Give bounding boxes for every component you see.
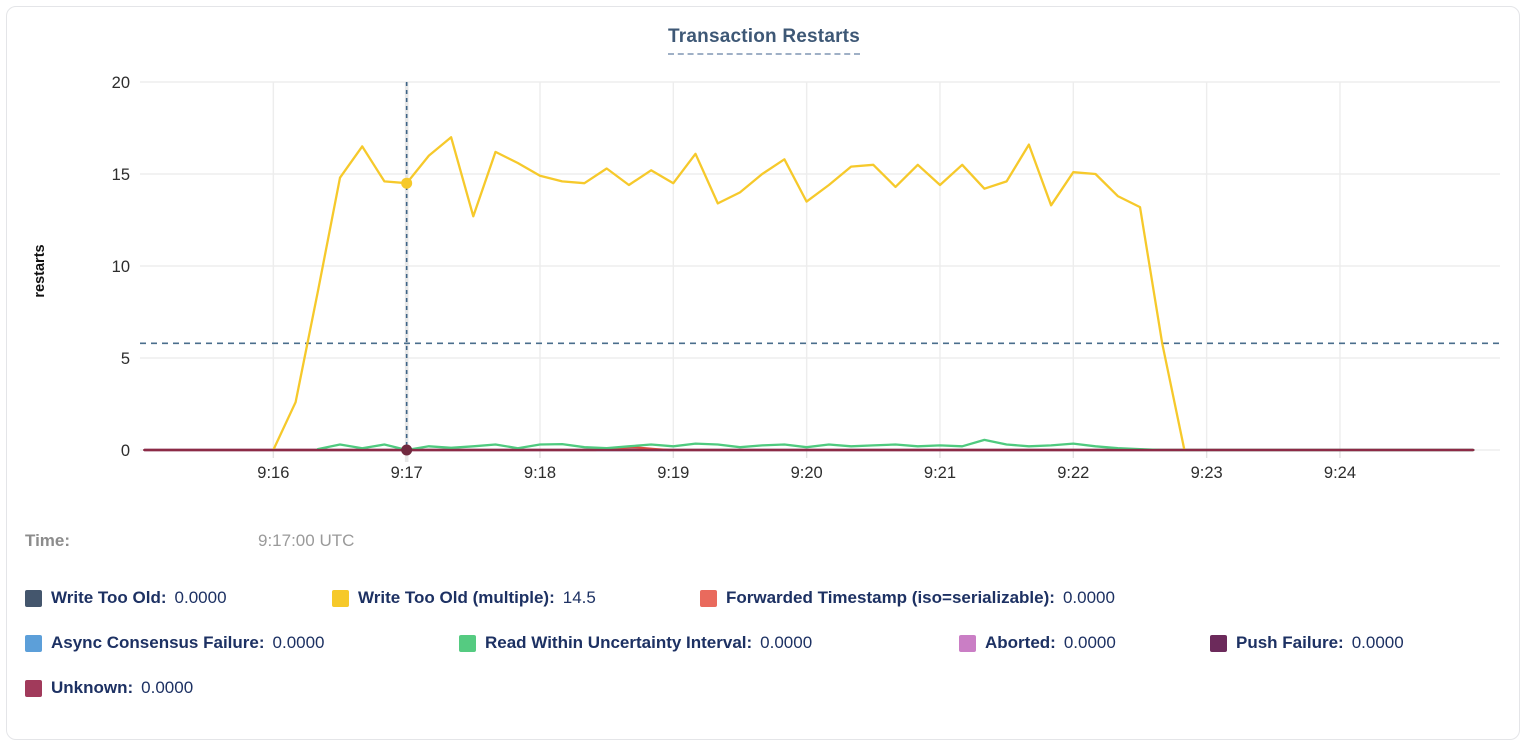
y-tick-label: 15 bbox=[112, 166, 130, 184]
series-line-write-too-old-multiple bbox=[272, 136, 1186, 452]
legend-item[interactable]: Async Consensus Failure: 0.0000 bbox=[25, 631, 325, 655]
legend-value: 0.0000 bbox=[174, 588, 227, 607]
y-tick-label: 20 bbox=[112, 74, 130, 92]
plot-area[interactable] bbox=[140, 82, 1500, 450]
legend-item[interactable]: Forwarded Timestamp (iso=serializable): 0… bbox=[700, 586, 1115, 610]
legend-row-1: Write Too Old: 0.0000 Write Too Old (multi… bbox=[0, 586, 1528, 610]
legend-item[interactable]: Push Failure: 0.0000 bbox=[1210, 631, 1404, 655]
time-value: 9:17:00 UTC bbox=[258, 531, 355, 550]
legend-item[interactable]: Aborted: 0.0000 bbox=[959, 631, 1116, 655]
legend-value: 0.0000 bbox=[760, 633, 813, 652]
x-tick-label: 9:23 bbox=[1191, 464, 1223, 482]
legend-swatch bbox=[459, 634, 476, 652]
y-tick-label: 0 bbox=[121, 442, 130, 460]
legend-swatch bbox=[25, 679, 42, 697]
chart-title-text[interactable]: Transaction Restarts bbox=[668, 26, 860, 55]
time-label: Time: bbox=[25, 531, 71, 550]
x-tick-label: 9:22 bbox=[1057, 464, 1089, 482]
x-tick-label: 9:21 bbox=[924, 464, 956, 482]
legend-label: Async Consensus Failure: bbox=[51, 633, 265, 652]
legend-swatch bbox=[700, 589, 717, 607]
legend-label: Write Too Old (multiple): bbox=[358, 588, 555, 607]
x-tick-label: 9:18 bbox=[524, 464, 556, 482]
x-tick-label: 9:20 bbox=[791, 464, 823, 482]
legend-label: Read Within Uncertainty Interval: bbox=[485, 633, 753, 652]
x-tick-label: 9:16 bbox=[257, 464, 289, 482]
y-axis-label: restarts bbox=[32, 244, 48, 297]
x-tick-label: 9:19 bbox=[657, 464, 689, 482]
legend-value: 0.0000 bbox=[1351, 633, 1404, 652]
restarts-line-chart[interactable]: 0 5 10 15 20 9:16 9:17 9:18 9:19 9:20 9:21 9:22 9:23… bbox=[0, 0, 1528, 528]
legend-swatch bbox=[25, 589, 42, 607]
legend-swatch bbox=[959, 634, 976, 652]
legend-item[interactable]: Write Too Old: 0.0000 bbox=[25, 586, 227, 610]
legend-item[interactable]: Unknown: 0.0000 bbox=[25, 676, 193, 700]
legend-swatch bbox=[25, 634, 42, 652]
crosshair-band bbox=[404, 82, 409, 462]
legend-label: Forwarded Timestamp (iso=serializable): bbox=[726, 588, 1055, 607]
legend-label: Unknown: bbox=[51, 678, 134, 697]
y-tick-label: 10 bbox=[112, 258, 130, 276]
legend-row-3: Unknown: 0.0000 bbox=[0, 676, 1528, 700]
legend-label: Push Failure: bbox=[1236, 633, 1344, 652]
hover-dot-unknown bbox=[401, 444, 413, 456]
legend-swatch bbox=[1210, 634, 1227, 652]
legend-label: Aborted: bbox=[985, 633, 1056, 652]
hover-time-row: Time: 9:17:00 UTC bbox=[0, 531, 1528, 555]
legend-value: 0.0000 bbox=[1062, 588, 1115, 607]
series-line-read-within-uncertainty-interval bbox=[316, 438, 1475, 452]
legend-value: 0.0000 bbox=[1063, 633, 1116, 652]
y-tick-label: 5 bbox=[121, 350, 130, 368]
legend-value: 0.0000 bbox=[141, 678, 194, 697]
legend-item[interactable]: Read Within Uncertainty Interval: 0.0000 bbox=[459, 631, 812, 655]
legend-row-2: Async Consensus Failure: 0.0000 Read Withi… bbox=[0, 631, 1528, 655]
x-tick-label: 9:17 bbox=[391, 464, 423, 482]
x-tick-label: 9:24 bbox=[1324, 464, 1356, 482]
legend-value: 0.0000 bbox=[272, 633, 325, 652]
legend-value: 14.5 bbox=[562, 588, 596, 607]
legend-label: Write Too Old: bbox=[51, 588, 167, 607]
legend-swatch bbox=[332, 589, 349, 607]
hover-dot-write-too-old-multiple bbox=[401, 177, 413, 189]
legend-item[interactable]: Write Too Old (multiple): 14.5 bbox=[332, 586, 596, 610]
chart-title: Transaction Restarts bbox=[0, 26, 1528, 55]
